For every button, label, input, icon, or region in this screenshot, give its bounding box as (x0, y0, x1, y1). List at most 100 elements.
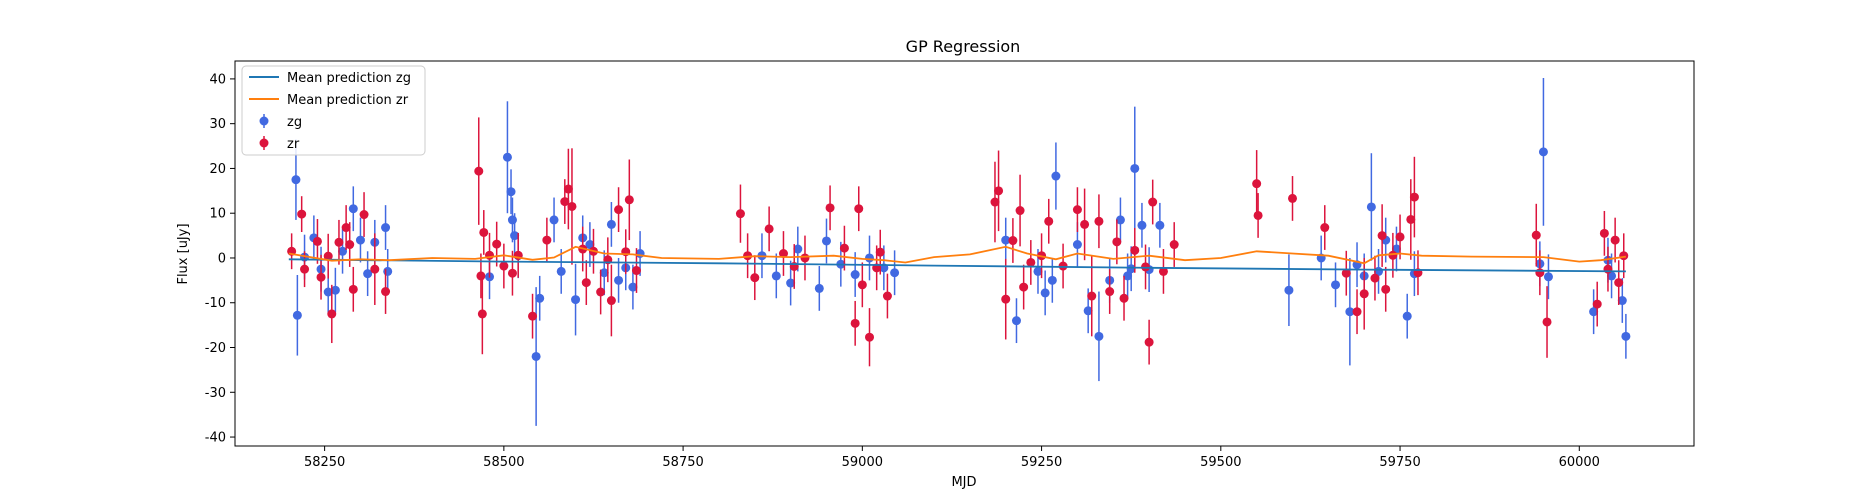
point-zr (1535, 268, 1545, 278)
point-zr (631, 266, 641, 276)
x-tick-label: 58250 (304, 455, 345, 470)
point-zg (381, 223, 391, 233)
point-zr (370, 264, 380, 274)
point-zr (1599, 228, 1609, 238)
point-zg (1123, 271, 1133, 281)
point-zg (1033, 266, 1043, 276)
point-zg (1083, 306, 1093, 316)
x-tick-label: 59250 (1021, 455, 1062, 470)
point-zr (994, 186, 1004, 196)
point-zg (1607, 271, 1617, 281)
point-zg (506, 187, 516, 197)
line-mean-prediction-zg (288, 258, 1626, 273)
point-zr (614, 205, 624, 215)
point-zg (771, 271, 781, 281)
point-zr (882, 291, 892, 301)
point-zr (624, 195, 634, 205)
point-zr (359, 210, 369, 220)
point-zg (1284, 285, 1294, 295)
point-zr (1320, 223, 1330, 233)
point-zr (1169, 240, 1179, 250)
plot-area (287, 78, 1631, 426)
point-zr (1341, 268, 1351, 278)
chart-title: GP Regression (906, 37, 1021, 56)
y-axis-label: Flux [uJy] (176, 223, 191, 284)
point-zg (865, 253, 875, 263)
point-zr (1359, 289, 1369, 299)
point-zg (535, 293, 545, 303)
point-zr (492, 239, 502, 249)
point-zr (1531, 230, 1541, 240)
point-zr (596, 287, 606, 297)
point-zr (1087, 291, 1097, 301)
point-zr (567, 201, 577, 211)
point-zr (1158, 266, 1168, 276)
point-zg (1538, 147, 1548, 157)
point-zr (316, 272, 326, 282)
y-axis-ticks: -40 -30 -20 -10 0 10 20 30 40 (205, 72, 235, 446)
x-tick-label: 59750 (1379, 455, 1420, 470)
point-zr (1148, 197, 1158, 207)
y-tick-label: -20 (205, 341, 226, 356)
point-zg (1331, 280, 1341, 290)
x-tick-label: 60000 (1559, 455, 1600, 470)
point-zr (323, 251, 333, 261)
legend-label-zg: zg (287, 115, 302, 130)
point-zg (786, 278, 796, 288)
x-tick-label: 59000 (842, 455, 883, 470)
point-zr (1592, 299, 1602, 309)
point-zg (338, 246, 348, 256)
point-zg (1621, 331, 1631, 341)
x-axis-ticks: 58250 58500 58750 59000 59250 59500 59750 60000 (304, 446, 1600, 470)
point-zr (1288, 193, 1298, 203)
point-zr (865, 332, 875, 342)
point-zg (585, 240, 595, 250)
point-zr (1072, 205, 1082, 215)
point-zg (383, 266, 393, 276)
point-zr (479, 227, 489, 237)
point-zg (1011, 316, 1021, 326)
point-zr (485, 250, 495, 260)
point-zr (990, 197, 1000, 207)
point-zg (1094, 331, 1104, 341)
line-mean-prediction-zr (288, 245, 1627, 265)
point-zr (857, 280, 867, 290)
point-zg (1072, 240, 1082, 250)
y-tick-label: 10 (209, 207, 226, 222)
point-zr (476, 271, 486, 281)
point-zr (499, 261, 509, 271)
point-zr (1377, 231, 1387, 241)
legend-label-zr: zr (287, 137, 300, 152)
y-tick-label: -40 (205, 431, 226, 446)
point-zr (348, 284, 358, 294)
point-zg (1137, 220, 1147, 230)
point-zg (1366, 202, 1376, 212)
point-zr (474, 166, 484, 176)
point-zg (1126, 264, 1136, 274)
point-zr (743, 251, 753, 261)
point-zg (510, 231, 520, 241)
axes-frame (234, 60, 1695, 447)
legend-label-mean-zr: Mean prediction zr (287, 93, 409, 108)
y-tick-label: 40 (209, 72, 226, 87)
point-zg (1543, 272, 1553, 282)
point-zr (1026, 257, 1036, 267)
point-zr (507, 268, 517, 278)
point-zr (1130, 245, 1140, 255)
point-zr (334, 237, 344, 247)
point-zg (348, 204, 358, 214)
point-zg (606, 219, 616, 229)
point-zr (1015, 206, 1025, 216)
point-zr (560, 197, 570, 207)
point-zr (1388, 250, 1398, 260)
y-tick-label: -30 (205, 386, 226, 401)
point-zr (1603, 264, 1613, 274)
point-zg (571, 295, 581, 305)
point-zr (1044, 216, 1054, 226)
point-zg (1155, 220, 1165, 230)
point-zr (1252, 179, 1262, 189)
point-zg (1402, 311, 1412, 321)
point-zr (327, 309, 337, 319)
point-zr (854, 204, 864, 214)
point-zg (502, 152, 512, 162)
